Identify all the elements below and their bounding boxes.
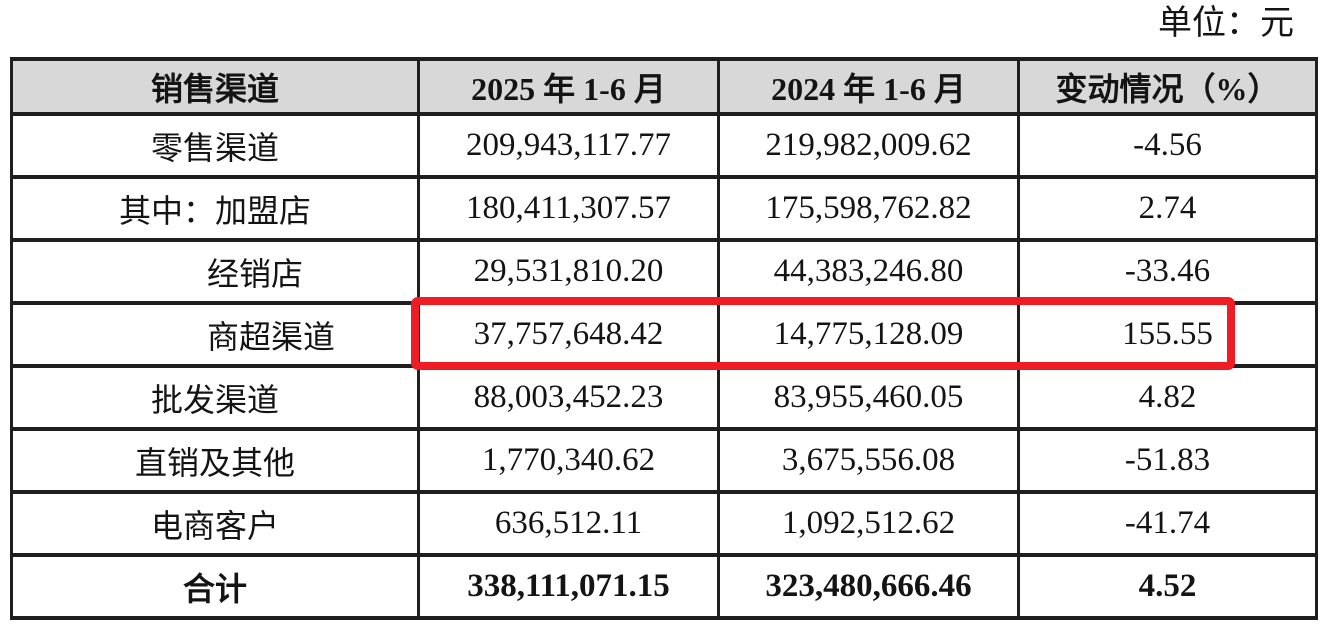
- row-label: 经销店: [10, 238, 420, 305]
- row-label: 零售渠道: [10, 112, 420, 179]
- row-label: 其中：加盟店: [10, 175, 420, 242]
- table-row-total: 合计 338,111,071.15 323,480,666.46 4.52: [10, 553, 1318, 620]
- value-change: -41.74: [1017, 490, 1318, 557]
- unit-label: 单位：元: [1158, 5, 1294, 42]
- table-row-distributor: 经销店 29,531,810.20 44,383,246.80 -33.46: [10, 238, 1318, 305]
- row-label: 合计: [10, 553, 420, 620]
- table-row-wholesale: 批发渠道 88,003,452.23 83,955,460.05 4.82: [10, 364, 1318, 431]
- value-change: -51.83: [1017, 427, 1318, 494]
- value-2025: 37,757,648.42: [417, 301, 720, 368]
- value-2024: 44,383,246.80: [717, 238, 1020, 305]
- row-label: 商超渠道: [10, 301, 420, 368]
- value-change: 155.55: [1017, 301, 1318, 368]
- row-label: 直销及其他: [10, 427, 420, 494]
- row-label: 电商客户: [10, 490, 420, 557]
- value-2025: 29,531,810.20: [417, 238, 720, 305]
- column-header-2024: 2024 年 1-6 月: [717, 57, 1020, 116]
- value-2024: 14,775,128.09: [717, 301, 1020, 368]
- table-row-ecommerce: 电商客户 636,512.11 1,092,512.62 -41.74: [10, 490, 1318, 557]
- value-2025: 636,512.11: [417, 490, 720, 557]
- value-2024: 219,982,009.62: [717, 112, 1020, 179]
- value-change: -33.46: [1017, 238, 1318, 305]
- value-change: 2.74: [1017, 175, 1318, 242]
- value-2024: 1,092,512.62: [717, 490, 1020, 557]
- table-row-franchise: 其中：加盟店 180,411,307.57 175,598,762.82 2.7…: [10, 175, 1318, 242]
- value-change: -4.56: [1017, 112, 1318, 179]
- table-row-supermarket: 商超渠道 37,757,648.42 14,775,128.09 155.55: [10, 301, 1318, 368]
- value-2025: 88,003,452.23: [417, 364, 720, 431]
- value-2025: 1,770,340.62: [417, 427, 720, 494]
- column-header-2025: 2025 年 1-6 月: [417, 57, 720, 116]
- header-row: 销售渠道 2025 年 1-6 月 2024 年 1-6 月 变动情况（%）: [10, 57, 1318, 116]
- table-row-retail: 零售渠道 209,943,117.77 219,982,009.62 -4.56: [10, 112, 1318, 179]
- value-change: 4.82: [1017, 364, 1318, 431]
- value-2025: 209,943,117.77: [417, 112, 720, 179]
- value-change: 4.52: [1017, 553, 1318, 620]
- column-header-channel: 销售渠道: [10, 57, 420, 116]
- value-2025: 338,111,071.15: [417, 553, 720, 620]
- value-2024: 3,675,556.08: [717, 427, 1020, 494]
- table-row-direct-sales: 直销及其他 1,770,340.62 3,675,556.08 -51.83: [10, 427, 1318, 494]
- value-2025: 180,411,307.57: [417, 175, 720, 242]
- sales-channel-table: 销售渠道 2025 年 1-6 月 2024 年 1-6 月 变动情况（%） 零…: [10, 57, 1318, 620]
- value-2024: 83,955,460.05: [717, 364, 1020, 431]
- value-2024: 323,480,666.46: [717, 553, 1020, 620]
- value-2024: 175,598,762.82: [717, 175, 1020, 242]
- column-header-change: 变动情况（%）: [1017, 57, 1318, 116]
- row-label: 批发渠道: [10, 364, 420, 431]
